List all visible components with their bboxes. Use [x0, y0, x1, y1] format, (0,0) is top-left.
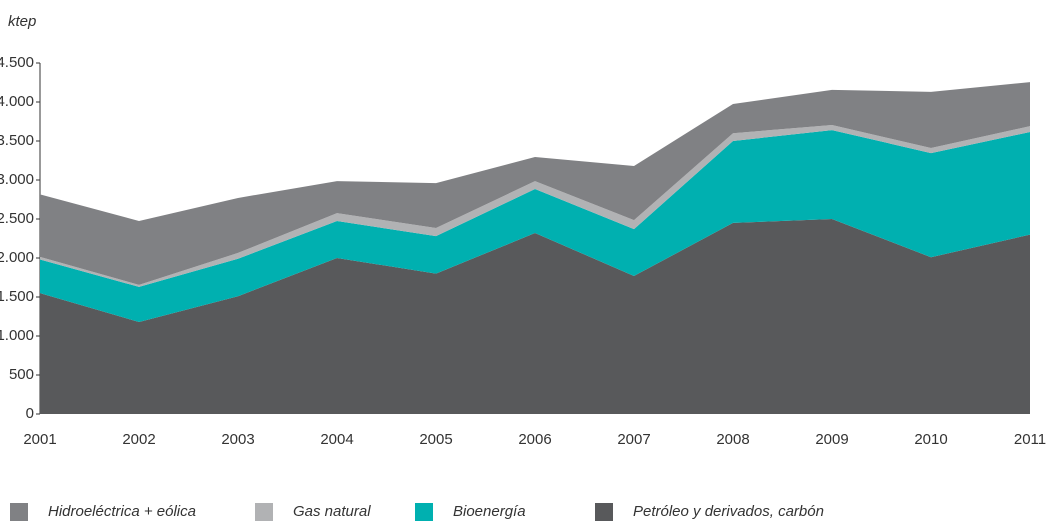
x-tick-label: 2007: [617, 431, 650, 448]
x-tick-label: 2004: [320, 431, 353, 448]
legend-label: Gas natural: [293, 503, 371, 520]
y-tick-label: 1.500: [0, 288, 34, 305]
y-tick-label: 4.000: [0, 93, 34, 110]
legend-swatch: [415, 503, 433, 521]
x-tick-label: 2002: [122, 431, 155, 448]
x-tick-label: 2010: [914, 431, 947, 448]
legend-label: Bioenergía: [453, 503, 526, 520]
x-tick-label: 2009: [815, 431, 848, 448]
area: [40, 219, 1030, 414]
x-tick-label: 2006: [518, 431, 551, 448]
y-tick-label: 500: [9, 366, 34, 383]
legend-swatch: [10, 503, 28, 521]
legend-label: Petróleo y derivados, carbón: [633, 503, 824, 520]
y-tick-label: 1.000: [0, 327, 34, 344]
y-tick-label: 3.000: [0, 171, 34, 188]
y-tick-label: 0: [26, 405, 34, 422]
x-tick-label: 2011: [1014, 431, 1046, 448]
area: [40, 130, 1030, 322]
area: [40, 82, 1030, 285]
x-tick-label: 2003: [221, 431, 254, 448]
legend-label: Hidroeléctrica + eólica: [48, 503, 196, 520]
y-tick-label: 4.500: [0, 54, 34, 71]
y-tick-label: 2.000: [0, 249, 34, 266]
legend-swatch: [255, 503, 273, 521]
y-tick-label: 3.500: [0, 132, 34, 149]
x-tick-label: 2008: [716, 431, 749, 448]
y-tick-label: 2.500: [0, 210, 34, 227]
x-tick-label: 2001: [23, 431, 56, 448]
y-axis-label: ktep: [8, 13, 36, 30]
legend-swatch: [595, 503, 613, 521]
x-tick-label: 2005: [419, 431, 452, 448]
